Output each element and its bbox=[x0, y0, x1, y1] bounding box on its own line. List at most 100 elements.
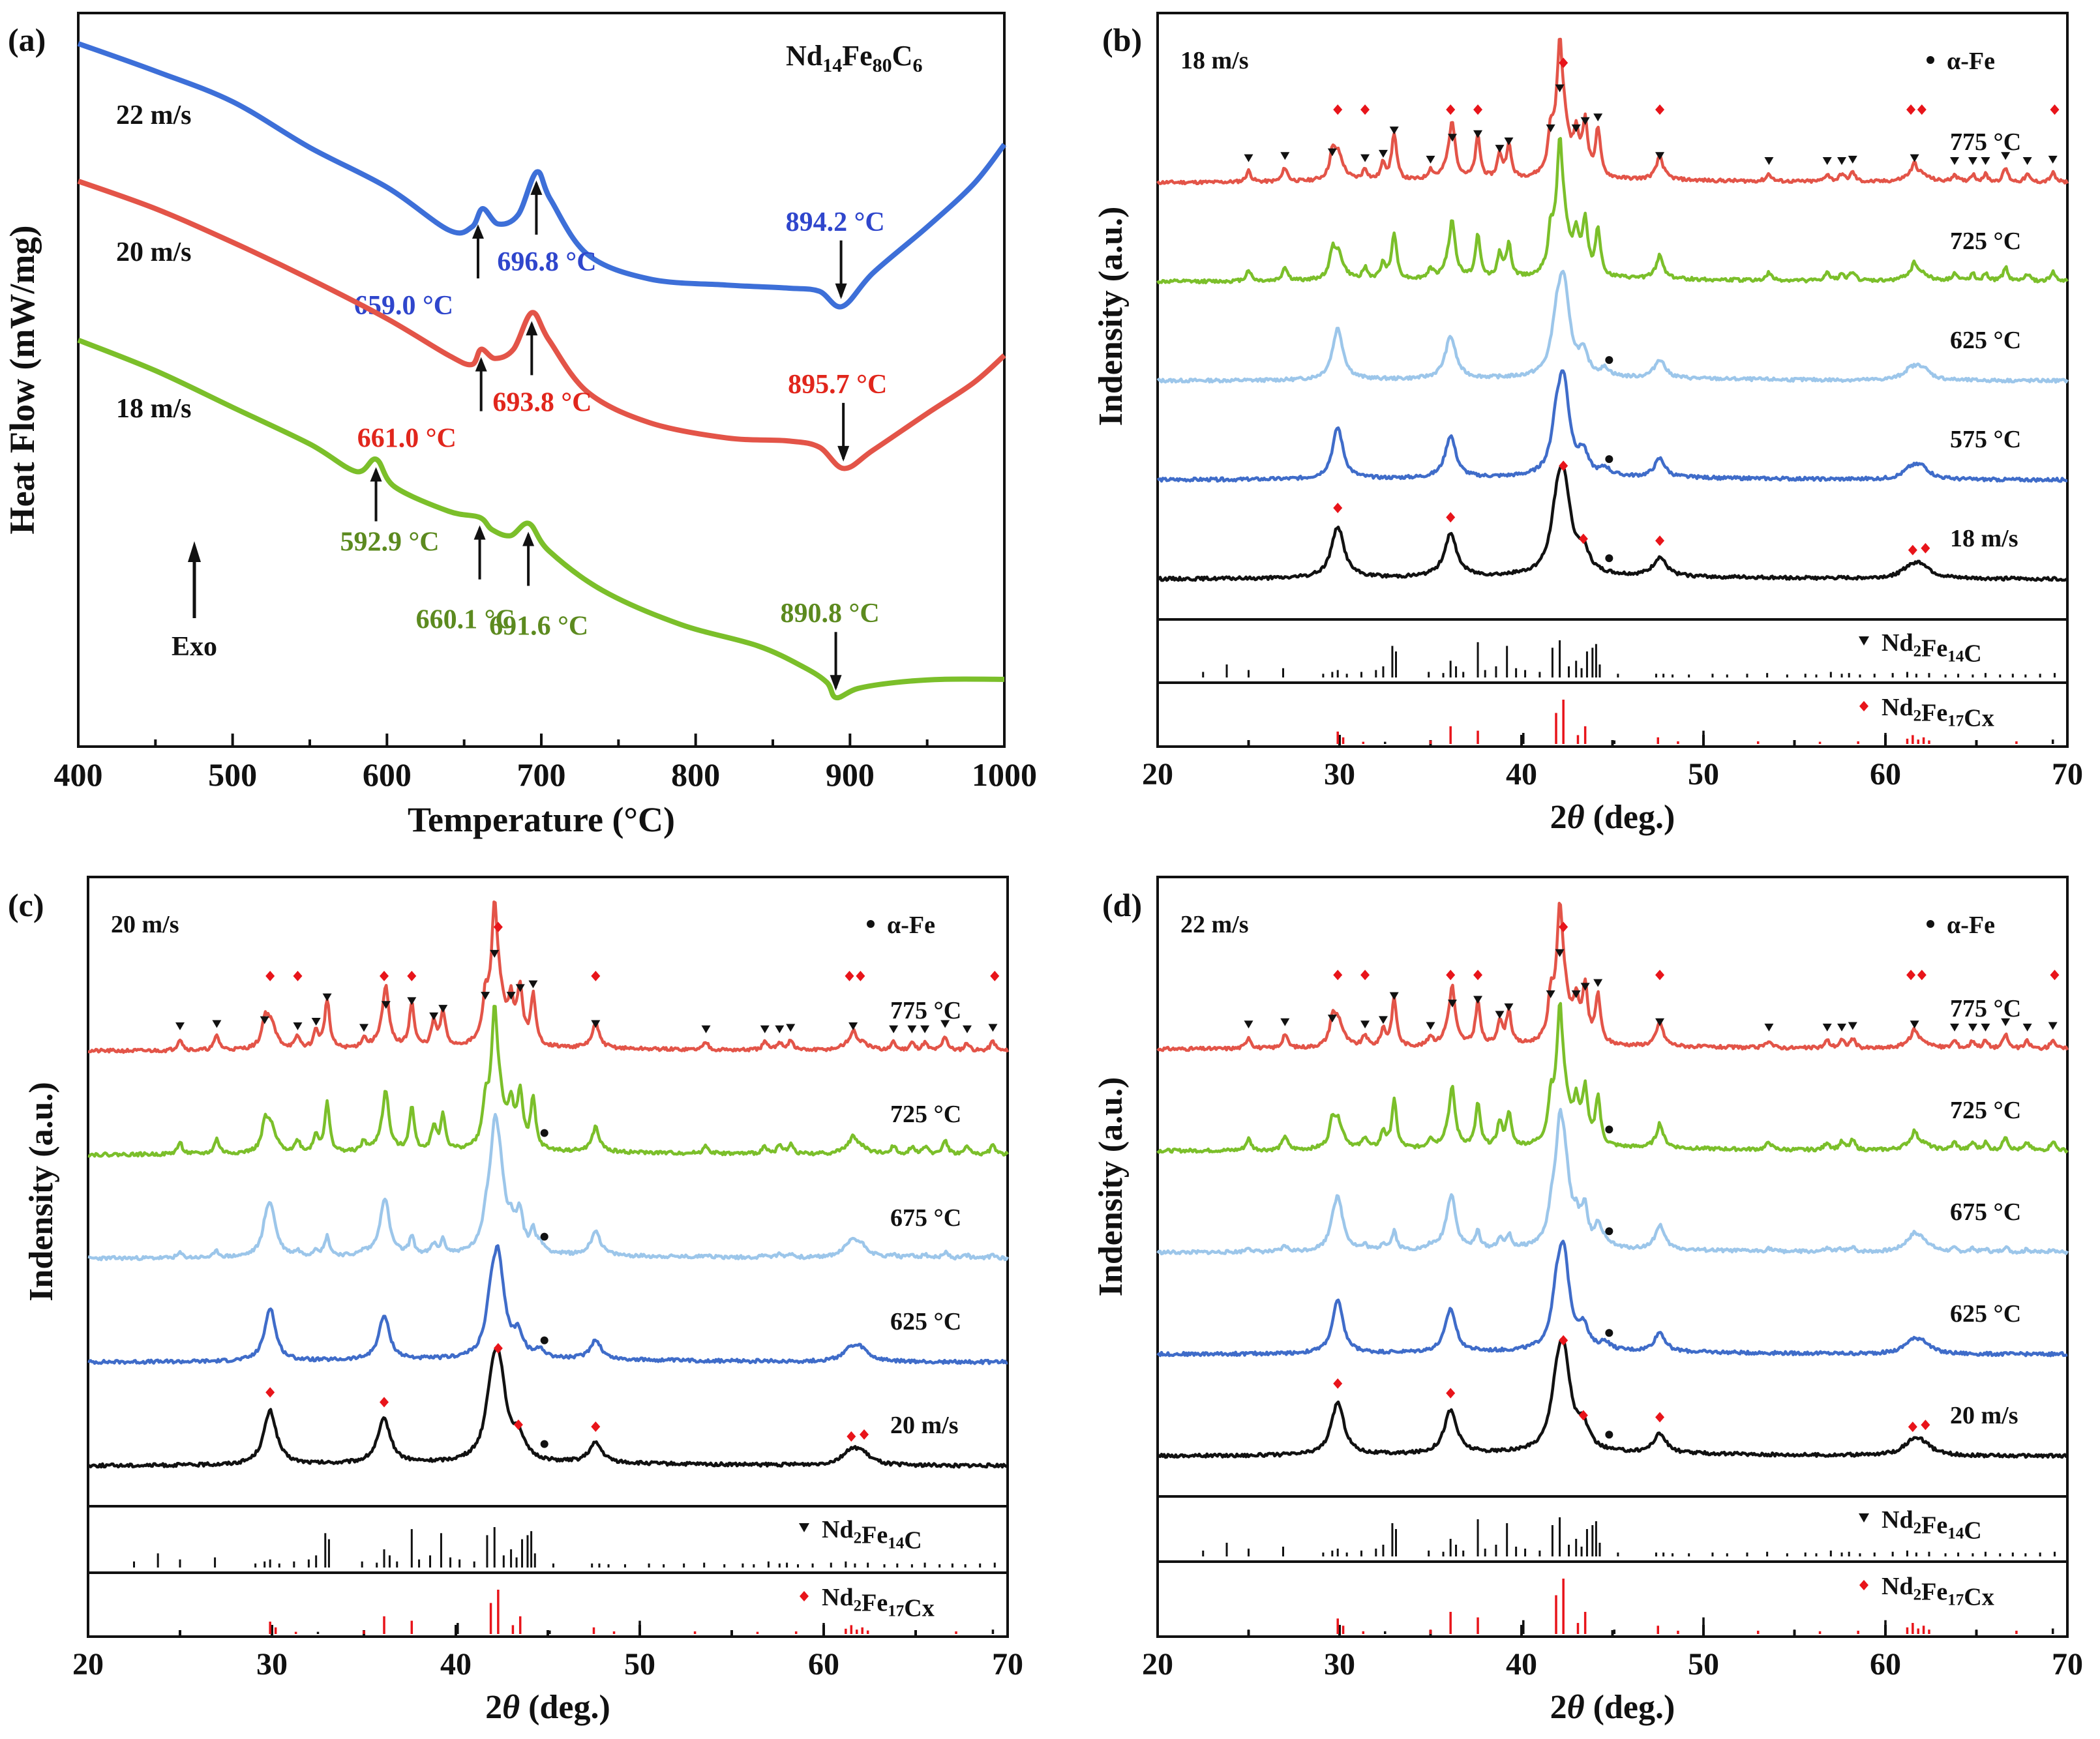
peak-arrow-head bbox=[370, 467, 382, 482]
x-tick-label: 500 bbox=[208, 756, 257, 793]
alpha-fe-legend: α-Fe bbox=[1947, 48, 1995, 75]
nd2fe17cx-marker bbox=[1559, 460, 1568, 471]
nd2fe17cx-marker bbox=[493, 1343, 503, 1354]
nd2fe14c-marker bbox=[1910, 1020, 1919, 1029]
nd2fe14c-marker bbox=[1378, 149, 1388, 158]
nd2fe17cx-marker bbox=[1655, 104, 1665, 115]
y-axis-label: Indensity (a.u.) bbox=[23, 1082, 60, 1301]
nd2fe14c-marker bbox=[1546, 990, 1555, 998]
nd2fe17cx-marker bbox=[591, 1421, 601, 1432]
pattern-label: 725 °C bbox=[1950, 1097, 2021, 1124]
xrd-pattern bbox=[1156, 463, 2069, 582]
nd2fe14c-marker bbox=[1426, 155, 1435, 164]
nd2fe14c-marker bbox=[293, 1022, 303, 1030]
nd2fe17cx-marker bbox=[860, 1429, 869, 1440]
nd2fe14c-marker bbox=[1848, 155, 1857, 164]
peak-arrow-head bbox=[473, 525, 486, 540]
pattern-label: 775 °C bbox=[890, 997, 961, 1024]
nd2fe14c-marker bbox=[429, 1012, 439, 1020]
nd2fe17cx-marker bbox=[380, 970, 389, 981]
x-tick-label: 30 bbox=[256, 1647, 288, 1682]
x-tick-label: 30 bbox=[1324, 1647, 1355, 1682]
speed-label: 22 m/s bbox=[1180, 911, 1249, 938]
nd2fe17cx-marker bbox=[1473, 104, 1483, 115]
pattern-label: 775 °C bbox=[1950, 995, 2021, 1022]
nd2fe14c-marker bbox=[1837, 1023, 1847, 1032]
x-tick-label: 50 bbox=[624, 1647, 655, 1682]
alpha-fe-dot bbox=[867, 920, 875, 928]
nd2fe17cx-marker bbox=[1655, 1412, 1665, 1423]
pattern-label: 775 °C bbox=[1950, 128, 2021, 156]
nd2fe17cx-marker bbox=[513, 1419, 523, 1430]
alpha-fe-marker bbox=[540, 1129, 548, 1137]
dsc-curve-1 bbox=[77, 179, 1006, 471]
nd2fe17cx-marker bbox=[1908, 1421, 1917, 1433]
alpha-fe-marker bbox=[1605, 356, 1613, 364]
pattern-label: 20 m/s bbox=[890, 1412, 959, 1439]
ref2-legend-marker bbox=[800, 1591, 809, 1601]
nd2fe14c-marker bbox=[1822, 157, 1832, 166]
nd2fe14c-marker bbox=[1571, 124, 1581, 132]
y-axis-label: Indensity (a.u.) bbox=[1092, 1077, 1130, 1297]
nd2fe17cx-marker bbox=[293, 970, 303, 981]
nd2fe17cx-marker bbox=[265, 970, 275, 981]
panel-letter: (c) bbox=[8, 887, 44, 923]
x-tick-label: 1000 bbox=[972, 756, 1037, 793]
nd2fe14c-marker bbox=[907, 1025, 917, 1033]
nd2fe14c-marker bbox=[1655, 152, 1665, 160]
x-tick-label: 30 bbox=[1324, 757, 1355, 792]
nd2fe14c-marker bbox=[2048, 1022, 2058, 1030]
x-tick-label: 70 bbox=[2052, 757, 2083, 792]
nd2fe14c-marker bbox=[438, 1005, 448, 1013]
x-tick-label: 900 bbox=[826, 756, 875, 793]
nd2fe17cx-marker bbox=[1333, 502, 1343, 513]
xrd-pattern bbox=[1156, 137, 2069, 285]
pattern-label: 675 °C bbox=[1950, 1198, 2021, 1226]
nd2fe17cx-marker bbox=[1333, 104, 1343, 115]
nd2fe14c-marker bbox=[1968, 1023, 1977, 1032]
panel-d: (d) 20 30 40 50 60 70 2θ (deg.) Indensity (a.u.)… bbox=[1092, 876, 2083, 1726]
nd2fe14c-marker bbox=[175, 1022, 185, 1030]
nd2fe14c-marker bbox=[1571, 990, 1581, 998]
speed-label: 20 m/s bbox=[111, 911, 179, 938]
nd2fe14c-marker bbox=[2001, 152, 2011, 160]
ref2-legend-label: Nd2Fe17Cx bbox=[1882, 1573, 1994, 1611]
nd2fe17cx-marker bbox=[1446, 1388, 1456, 1399]
nd2fe14c-marker bbox=[490, 949, 500, 958]
pattern-label: 725 °C bbox=[890, 1101, 961, 1128]
nd2fe14c-marker bbox=[1764, 157, 1774, 166]
x-axis-label: 2θ (deg.) bbox=[485, 1689, 610, 1726]
peak-arrow-head bbox=[472, 224, 484, 239]
nd2fe14c-marker bbox=[1280, 152, 1290, 160]
nd2fe17cx-marker bbox=[1578, 1410, 1588, 1421]
peak-label: 660.1 °C bbox=[416, 605, 515, 635]
alpha-fe-marker bbox=[1605, 1227, 1613, 1236]
nd2fe14c-marker bbox=[2048, 155, 2058, 164]
x-tick-label: 40 bbox=[440, 1647, 472, 1682]
series-label-2: 18 m/s bbox=[116, 394, 192, 424]
nd2fe17cx-marker bbox=[1446, 970, 1456, 981]
nd2fe14c-marker bbox=[1389, 992, 1399, 1000]
x-tick-label: 60 bbox=[808, 1647, 839, 1682]
nd2fe14c-marker bbox=[1764, 1023, 1774, 1032]
x-tick-label: 50 bbox=[1688, 757, 1719, 792]
y-axis-label: Heat Flow (mW/mg) bbox=[3, 226, 42, 535]
nd2fe14c-marker bbox=[1473, 996, 1483, 1004]
nd2fe17cx-marker bbox=[1333, 970, 1343, 981]
xrd-pattern bbox=[87, 1005, 1009, 1158]
nd2fe14c-marker bbox=[506, 992, 516, 1000]
nd2fe17cx-marker bbox=[493, 921, 503, 932]
nd2fe14c-marker bbox=[1950, 157, 1960, 166]
nd2fe14c-marker bbox=[381, 1001, 391, 1009]
nd2fe17cx-marker bbox=[1655, 535, 1665, 546]
pattern-label: 625 °C bbox=[1950, 327, 2021, 354]
nd2fe17cx-marker bbox=[1917, 970, 1927, 981]
alpha-fe-marker bbox=[540, 1440, 548, 1448]
nd2fe17cx-marker bbox=[1906, 970, 1916, 981]
nd2fe14c-marker bbox=[1447, 1000, 1457, 1008]
nd2fe17cx-marker bbox=[265, 1387, 275, 1398]
x-tick-label: 20 bbox=[1142, 1647, 1173, 1682]
alpha-fe-legend: α-Fe bbox=[887, 912, 935, 939]
nd2fe14c-marker bbox=[1495, 145, 1505, 153]
exo-arrow-head bbox=[188, 541, 201, 562]
